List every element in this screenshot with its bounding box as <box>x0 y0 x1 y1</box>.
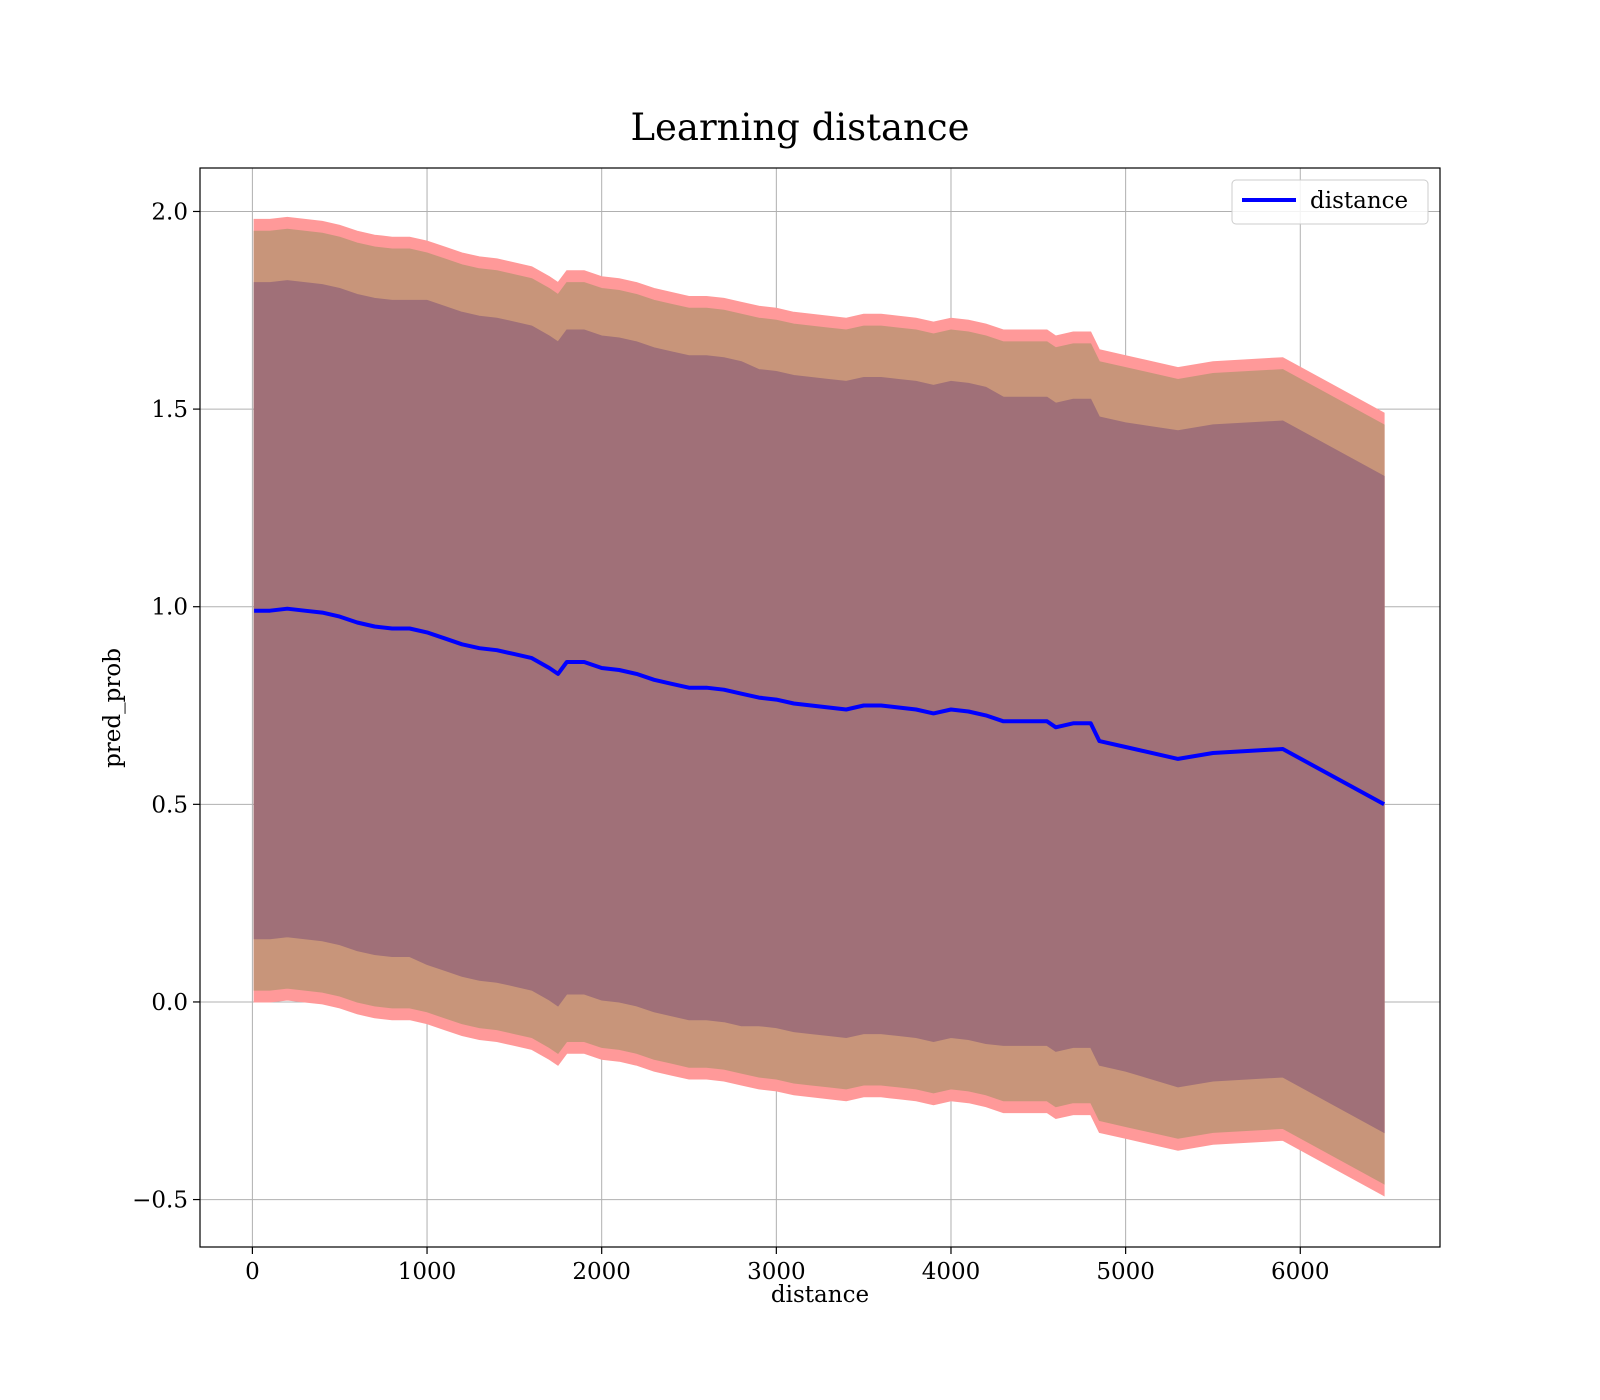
plot-frame <box>199 167 1441 1248</box>
x-axis-label: distance <box>771 1282 869 1308</box>
y-axis: −0.5 0.0 0.5 1.0 1.5 2.0 <box>132 199 200 1214</box>
chart-title: Learning distance <box>630 106 969 149</box>
y-tick-label: 2.0 <box>151 199 188 225</box>
x-tick-label: 3000 <box>747 1259 806 1285</box>
x-axis: 0 1000 2000 3000 4000 5000 6000 <box>245 1247 1330 1285</box>
x-tick-label: 0 <box>245 1259 260 1285</box>
y-tick-label: −0.5 <box>132 1188 188 1214</box>
y-tick-label: 1.0 <box>151 595 188 621</box>
x-tick-label: 4000 <box>922 1259 981 1285</box>
x-tick-label: 1000 <box>398 1259 457 1285</box>
x-tick-label: 6000 <box>1271 1259 1330 1285</box>
series-layer <box>254 606 1386 807</box>
x-tick-label: 5000 <box>1096 1259 1155 1285</box>
legend-box <box>1231 179 1429 225</box>
y-tick-label: 1.5 <box>151 397 188 423</box>
legend-label-distance: distance <box>1310 188 1408 214</box>
y-axis-label: pred_prob <box>100 648 126 768</box>
series-line-distance <box>254 606 1386 807</box>
y-tick-label: 0.5 <box>151 792 188 818</box>
y-tick-label: 0.0 <box>151 990 188 1016</box>
legend: distance <box>1231 179 1429 225</box>
x-tick-label: 2000 <box>572 1259 631 1285</box>
